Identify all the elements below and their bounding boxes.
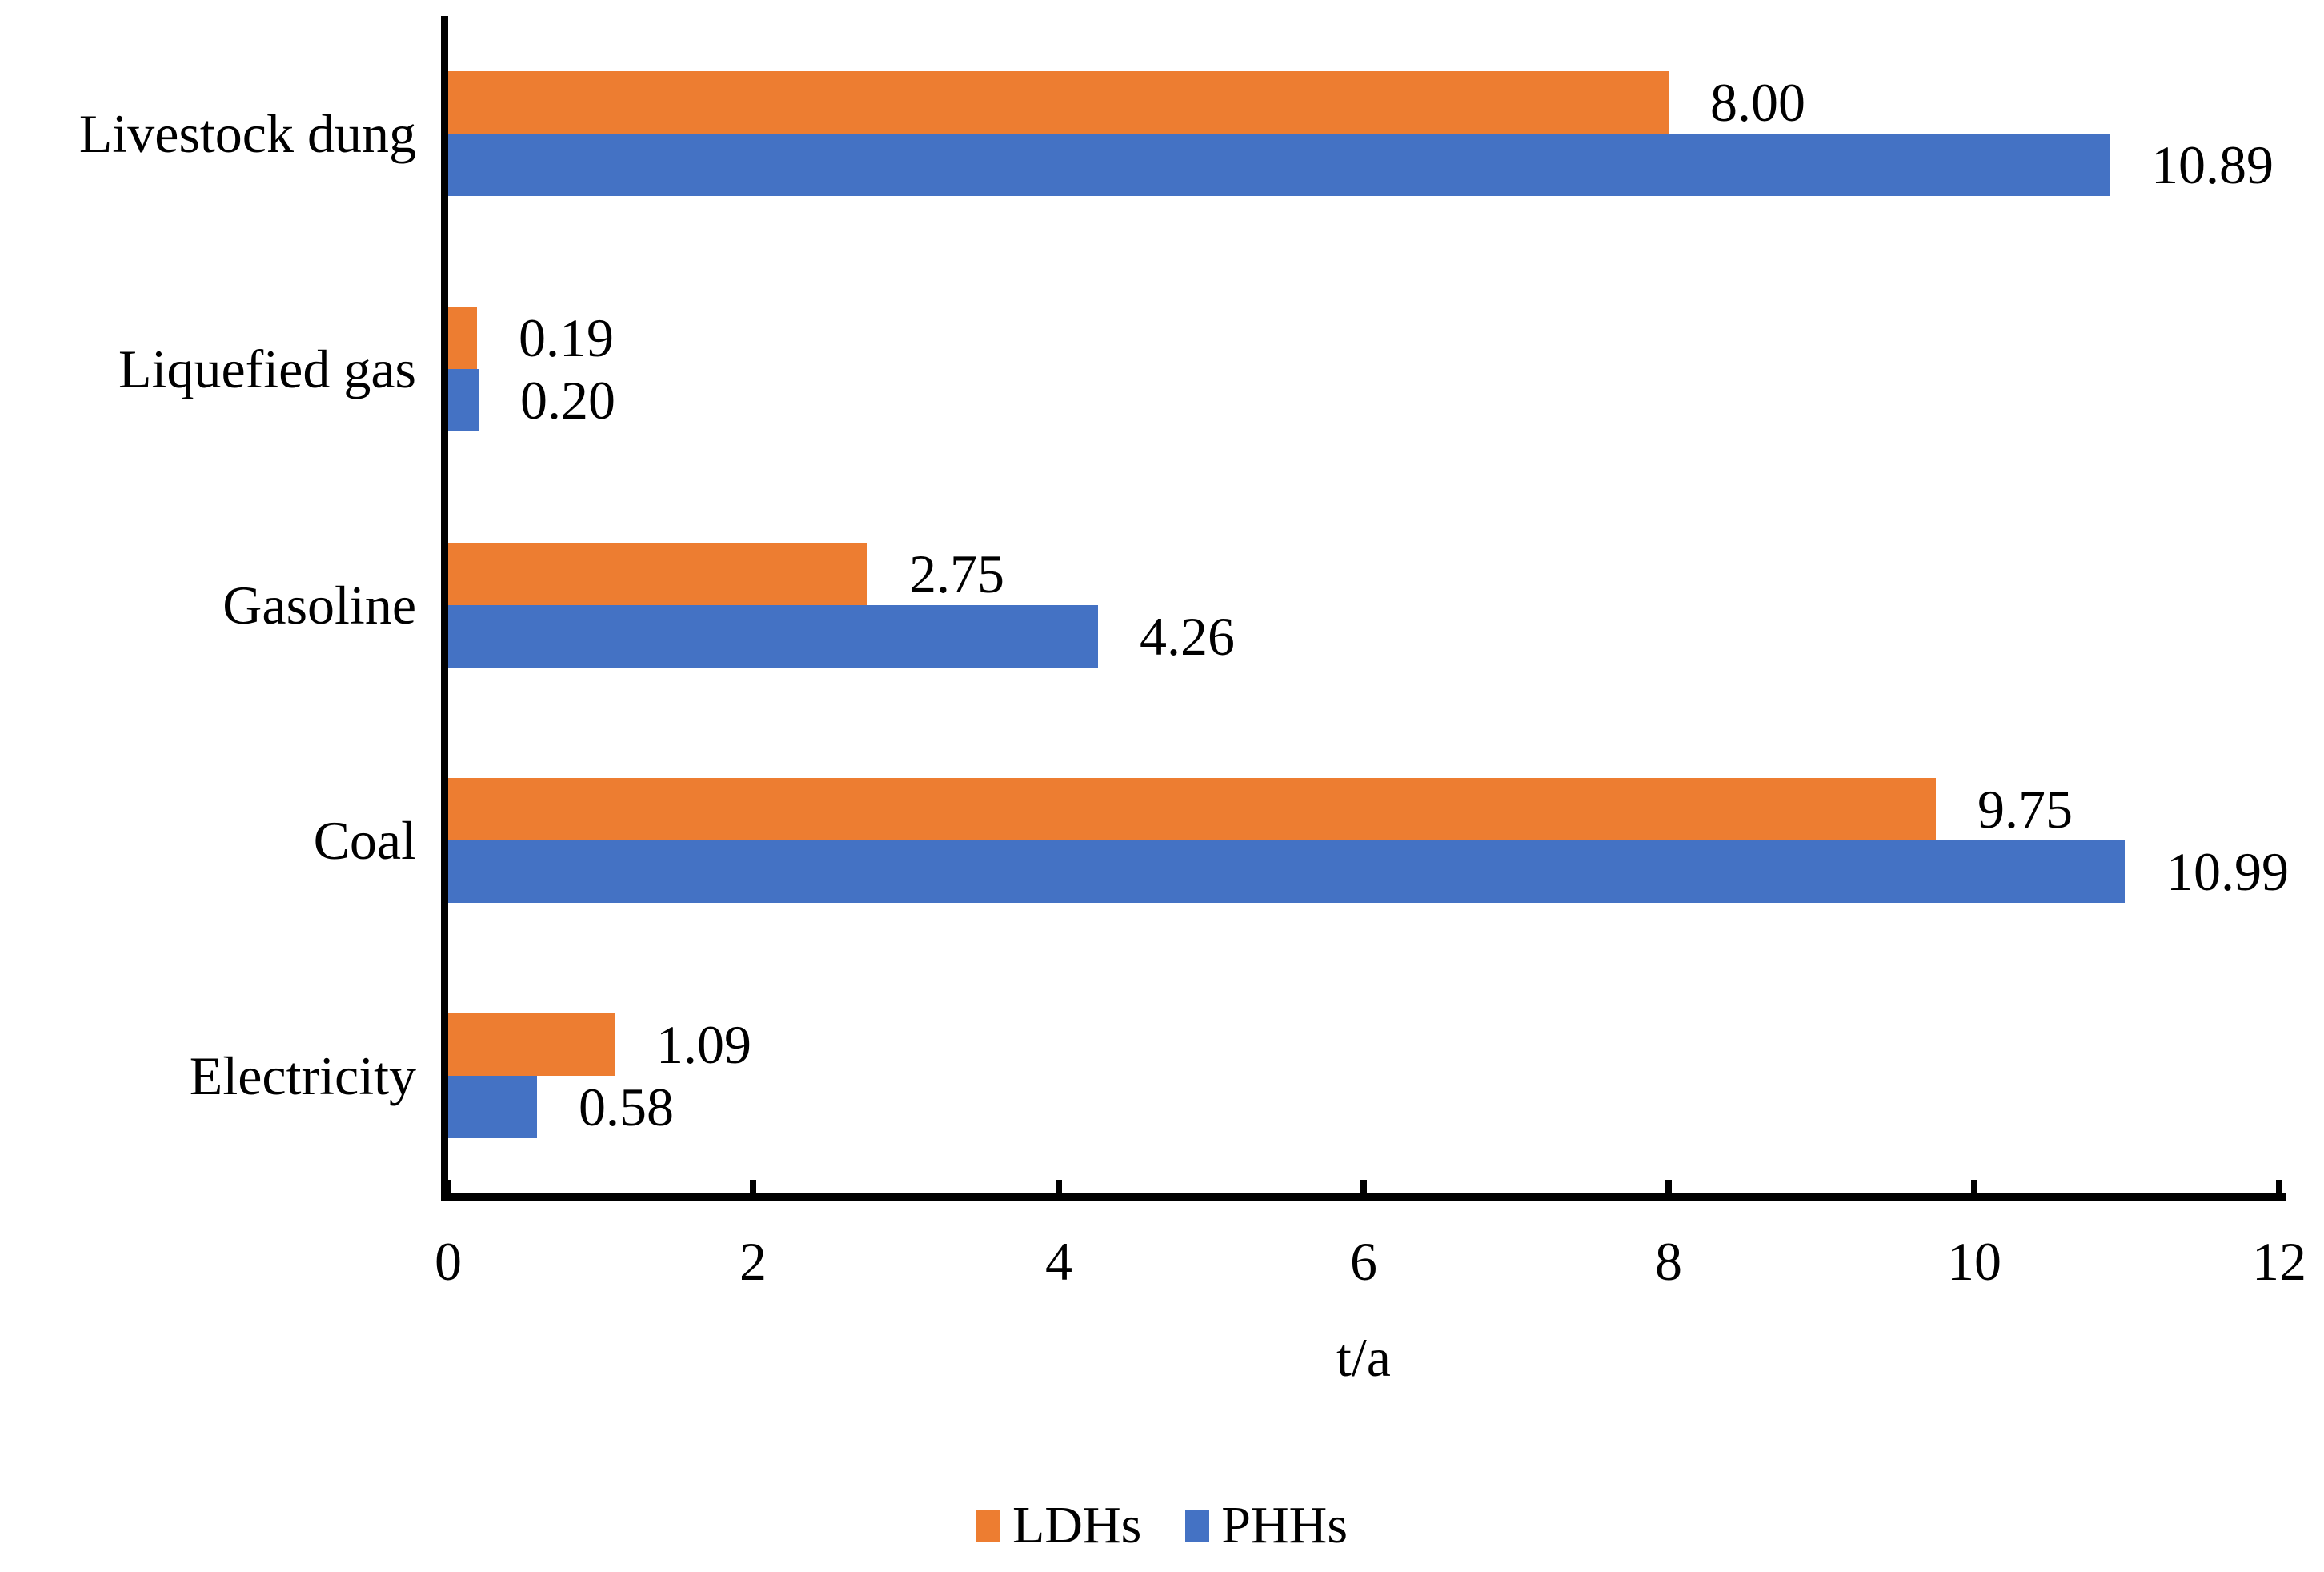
legend-item-ldhs: LDHs (976, 1499, 1141, 1552)
value-label: 2.75 (909, 543, 1004, 604)
category-label: Gasoline (222, 574, 416, 636)
legend-item-phhs: PHHs (1185, 1499, 1348, 1552)
x-axis-tick-label: 12 (2252, 1231, 2306, 1292)
bar-phhs (448, 604, 1098, 668)
legend-label: PHHs (1221, 1496, 1348, 1554)
x-axis-tick (2276, 1180, 2282, 1201)
bar-ldhs (448, 542, 867, 605)
legend: LDHs PHHs (0, 1495, 2324, 1556)
legend-swatch-ldhs (976, 1510, 1000, 1542)
x-axis-tick-label: 10 (1947, 1231, 2001, 1292)
x-axis-tick-label: 2 (739, 1231, 767, 1292)
x-axis-tick-label: 6 (1350, 1231, 1377, 1292)
value-label: 10.99 (2166, 840, 2289, 902)
bar-phhs (448, 1075, 537, 1138)
x-axis-tick (1056, 1180, 1062, 1201)
bar-ldhs (448, 777, 1936, 840)
legend-label: LDHs (1012, 1496, 1142, 1554)
x-axis-tick (445, 1180, 451, 1201)
x-axis-title: t/a (1336, 1327, 1391, 1388)
value-label: 8.00 (1710, 72, 1805, 134)
bar-ldhs (448, 71, 1669, 134)
value-label: 0.58 (579, 1076, 674, 1137)
bar-phhs (448, 134, 2110, 197)
x-axis-tick-label: 8 (1655, 1231, 1682, 1292)
x-axis-tick (1971, 1180, 1977, 1201)
x-axis-tick-label: 4 (1045, 1231, 1072, 1292)
value-label: 9.75 (1977, 778, 2073, 840)
y-axis-line (441, 16, 448, 1201)
category-label: Liquefied gas (118, 339, 416, 400)
bar-phhs (448, 840, 2125, 903)
category-label: Coal (313, 809, 416, 871)
bar-ldhs (448, 1013, 615, 1076)
value-label: 0.19 (519, 307, 614, 369)
category-label: Electricity (189, 1045, 416, 1106)
legend-swatch-phhs (1185, 1510, 1210, 1542)
value-label: 0.20 (520, 370, 615, 431)
bar-ldhs (448, 307, 477, 370)
category-label: Livestock dung (78, 103, 416, 165)
x-axis-tick (1360, 1180, 1367, 1201)
value-label: 4.26 (1140, 605, 1235, 667)
value-label: 10.89 (2151, 134, 2274, 196)
value-label: 1.09 (656, 1013, 751, 1075)
x-axis-tick-label: 0 (435, 1231, 462, 1292)
x-axis-tick (750, 1180, 756, 1201)
x-axis-tick (1665, 1180, 1672, 1201)
bar-phhs (448, 369, 479, 432)
